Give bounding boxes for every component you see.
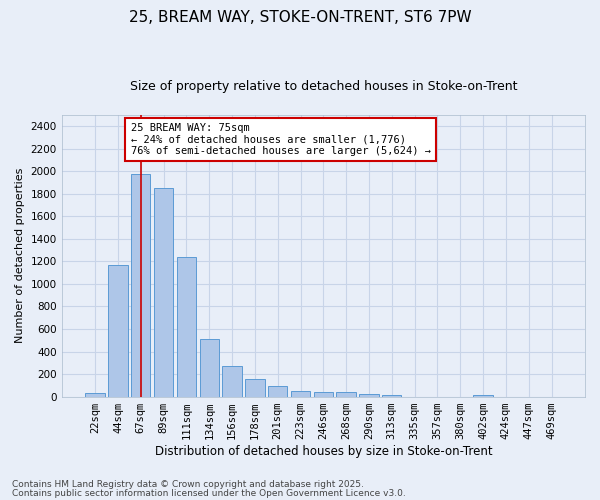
Bar [177, 257, 196, 396]
Bar [154, 188, 173, 396]
Text: Contains public sector information licensed under the Open Government Licence v3: Contains public sector information licen… [12, 488, 406, 498]
Text: Contains HM Land Registry data © Crown copyright and database right 2025.: Contains HM Land Registry data © Crown c… [12, 480, 364, 489]
X-axis label: Distribution of detached houses by size in Stoke-on-Trent: Distribution of detached houses by size … [155, 444, 492, 458]
Text: 25 BREAM WAY: 75sqm
← 24% of detached houses are smaller (1,776)
76% of semi-det: 25 BREAM WAY: 75sqm ← 24% of detached ho… [131, 123, 431, 156]
Bar [108, 265, 128, 396]
Bar [291, 391, 310, 396]
Y-axis label: Number of detached properties: Number of detached properties [15, 168, 25, 344]
Bar [223, 366, 242, 396]
Bar [245, 379, 265, 396]
Bar [314, 392, 333, 396]
Bar [200, 338, 219, 396]
Bar [131, 174, 151, 396]
Bar [473, 395, 493, 396]
Bar [268, 386, 287, 396]
Bar [359, 394, 379, 396]
Bar [85, 394, 105, 396]
Title: Size of property relative to detached houses in Stoke-on-Trent: Size of property relative to detached ho… [130, 80, 517, 93]
Bar [382, 394, 401, 396]
Bar [337, 392, 356, 396]
Text: 25, BREAM WAY, STOKE-ON-TRENT, ST6 7PW: 25, BREAM WAY, STOKE-ON-TRENT, ST6 7PW [128, 10, 472, 25]
